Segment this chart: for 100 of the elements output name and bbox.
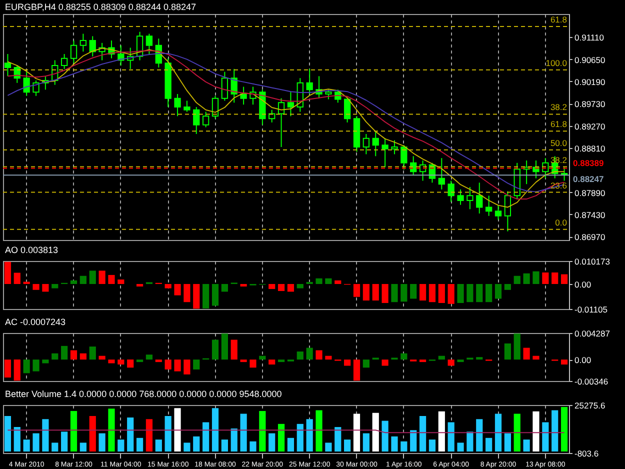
- bar: [4, 360, 12, 378]
- bar: [212, 340, 219, 360]
- bar: [202, 284, 210, 308]
- annotation: 38.2: [550, 102, 568, 112]
- y-tick-label: 0.88810: [574, 143, 606, 154]
- candlestick: [174, 93, 181, 117]
- candlestick: [400, 144, 408, 170]
- bar: [136, 438, 144, 452]
- bar: [353, 284, 360, 297]
- candlestick: [23, 71, 30, 96]
- bar: [316, 350, 322, 360]
- bar: [202, 422, 210, 452]
- bar: [560, 274, 568, 284]
- bar: [108, 408, 115, 452]
- bar: [457, 360, 464, 362]
- bar: [164, 284, 172, 288]
- bar: [438, 356, 445, 360]
- bar: [42, 360, 49, 364]
- bar: [164, 360, 172, 370]
- bar: [98, 433, 106, 452]
- candlestick: [202, 111, 210, 128]
- bar: [400, 284, 408, 302]
- bar: [174, 408, 181, 452]
- bar: [287, 438, 294, 452]
- candlestick: [70, 40, 78, 64]
- ref-line-label: 0.88389: [573, 158, 604, 168]
- bar: [89, 270, 96, 284]
- bar: [325, 356, 332, 360]
- bar: [457, 442, 464, 452]
- bar: [523, 440, 530, 452]
- bar: [136, 360, 144, 362]
- bar: [410, 284, 417, 299]
- bar: [419, 284, 426, 301]
- bar: [118, 279, 124, 284]
- bar: [221, 284, 228, 292]
- candlestick: [60, 53, 68, 70]
- y-tick-label: 0.87890: [574, 188, 606, 198]
- bar: [250, 441, 256, 452]
- bar: [438, 411, 445, 452]
- chart-title: AC -0.0007243: [5, 317, 66, 327]
- bar: [164, 416, 172, 452]
- candlestick: [457, 188, 464, 206]
- bar: [325, 442, 332, 452]
- bar: [504, 284, 511, 290]
- bar: [362, 433, 370, 452]
- bar: [476, 419, 483, 452]
- bar: [532, 271, 540, 284]
- bar: [306, 282, 313, 284]
- bar: [438, 284, 445, 304]
- y-tick-label: 0.90650: [574, 54, 606, 65]
- bar: [259, 411, 266, 452]
- bar: [42, 284, 49, 292]
- bar: [353, 360, 360, 381]
- y-tick-label: 0.89270: [574, 121, 606, 132]
- bar: [514, 334, 520, 360]
- bar: [400, 353, 408, 360]
- bar: [552, 272, 558, 284]
- bar: [523, 348, 530, 360]
- bar: [296, 424, 304, 452]
- candlestick: [306, 68, 313, 94]
- bar: [448, 360, 454, 366]
- bar: [344, 440, 351, 452]
- bar: [419, 360, 426, 362]
- y-tick-label: 25275.6: [574, 400, 606, 410]
- candlestick: [485, 195, 492, 216]
- bar: [514, 414, 520, 452]
- bar: [523, 273, 530, 284]
- ref-line-label: 0.88247: [573, 174, 604, 184]
- bar: [486, 438, 492, 452]
- bar: [316, 278, 322, 284]
- annotation: 61.8: [550, 119, 568, 130]
- y-tick-label: 0.00: [574, 355, 592, 366]
- bar: [494, 284, 502, 299]
- bar: [466, 432, 474, 452]
- bar: [32, 433, 40, 452]
- candlestick: [494, 204, 502, 220]
- bar: [4, 262, 12, 284]
- bar: [240, 360, 247, 362]
- candlestick: [32, 80, 40, 96]
- bar: [14, 272, 20, 284]
- candlestick: [193, 106, 200, 134]
- bar: [80, 276, 86, 284]
- bar: [108, 274, 115, 284]
- y-tick-label: 0.91110: [574, 32, 604, 43]
- bar: [306, 419, 313, 452]
- bar: [80, 353, 86, 360]
- bar: [278, 360, 285, 362]
- candlestick: [268, 109, 276, 123]
- bar: [98, 356, 106, 360]
- bar: [118, 360, 124, 365]
- candlestick: [80, 33, 87, 52]
- bar: [80, 442, 86, 452]
- bar: [316, 410, 322, 452]
- bar: [466, 284, 474, 302]
- bar: [296, 352, 304, 360]
- bar: [42, 419, 49, 452]
- bar: [362, 284, 370, 301]
- chart-title: Better Volume 1.4 0.0000 0.0000 768.0000 0.0000 0.0000 9548.0000: [5, 389, 282, 399]
- bar: [542, 272, 549, 284]
- bar: [457, 284, 464, 304]
